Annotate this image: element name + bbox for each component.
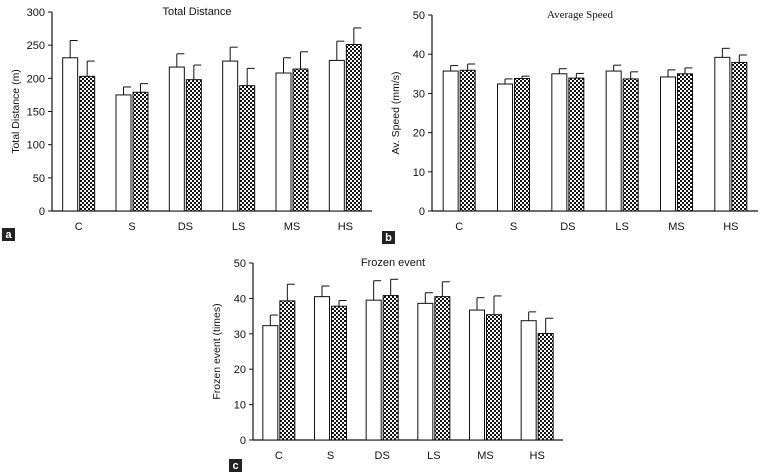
bar-ls-white: [417, 302, 434, 441]
y-tick-label: 0: [39, 206, 45, 218]
x-tick-label: S: [327, 450, 334, 462]
y-axis-title: Frozen event (times): [211, 303, 223, 399]
bar-ms-checkered: [486, 314, 502, 441]
y-axis-title: Av. Speed (mm/s): [390, 71, 402, 154]
bar-hs-checkered: [731, 61, 748, 212]
bar-c-white: [442, 70, 459, 212]
bar-s-checkered: [132, 91, 149, 212]
panel-label-box: [229, 459, 242, 472]
bar-c-white: [262, 325, 279, 441]
bar-ds-white: [365, 299, 382, 441]
y-tick-label: 10: [234, 400, 246, 412]
bar-ls-checkered: [239, 85, 256, 212]
x-tick-label: MS: [477, 450, 494, 462]
bar-ds-checkered: [185, 79, 202, 212]
bar-s-white: [314, 296, 330, 441]
y-tick-label: 250: [27, 40, 45, 52]
bar-ls-white: [605, 70, 622, 212]
bar-ms-white: [469, 309, 485, 441]
average-speed-chart: 0 10 20 30 40 50 Av. Speed (mm/s) Average Speed…: [382, 9, 758, 244]
bar-s-checkered: [514, 78, 530, 212]
x-tick-label: HS: [338, 221, 353, 233]
x-tick-label: HS: [723, 221, 738, 233]
chart-title: Average Speed: [547, 9, 614, 21]
y-tick-label: 0: [419, 206, 425, 218]
x-tick-label: MS: [668, 221, 685, 233]
bar-c-checkered: [279, 300, 296, 441]
total-distance-chart: 0 50 100 150 200 250 300 Total Distance (m) Tota…: [2, 6, 372, 241]
bar-s-white: [115, 94, 132, 212]
x-tick-label: S: [128, 221, 135, 233]
y-tick-label: 150: [27, 107, 45, 119]
x-tick-label: LS: [615, 221, 628, 233]
bar-hs-white: [714, 56, 731, 212]
y-tick-label: 50: [33, 173, 45, 185]
x-tick-label: DS: [178, 221, 193, 233]
panel-label-box: [2, 228, 15, 241]
x-tick-label: DS: [560, 221, 575, 233]
y-tick-label: 40: [234, 293, 246, 305]
y-tick-label: 40: [413, 49, 425, 61]
bar-ds-white: [551, 73, 568, 212]
bar-ds-checkered: [382, 295, 399, 441]
bar-ds-checkered: [568, 77, 585, 212]
bar-hs-checkered: [345, 44, 362, 212]
y-tick-label: 30: [234, 329, 246, 341]
bar-ms-checkered: [677, 73, 693, 212]
x-tick-label: LS: [427, 450, 440, 462]
chart-title: Frozen event: [361, 257, 425, 269]
panel-label: b: [385, 232, 392, 244]
panel-label: c: [232, 460, 238, 472]
y-tick-label: 20: [234, 364, 246, 376]
y-tick-label: 200: [27, 73, 45, 85]
x-tick-label: C: [455, 221, 463, 233]
bar-hs-white: [520, 320, 537, 441]
bar-ms-checkered: [292, 68, 309, 212]
y-tick-label: 100: [27, 140, 45, 152]
bar-ds-white: [168, 66, 185, 212]
bar-ms-white: [660, 76, 676, 212]
bar-ls-checkered: [622, 78, 639, 212]
y-tick-label: 50: [413, 10, 425, 22]
x-tick-label: C: [275, 450, 283, 462]
x-tick-label: MS: [284, 221, 301, 233]
panel-label-box: [382, 231, 395, 244]
bar-c-checkered: [79, 75, 96, 212]
bar-s-white: [497, 83, 513, 212]
frozen-event-chart: 0 10 20 30 40 50 Frozen event (times) Frozen ev…: [211, 257, 563, 472]
panel-label: a: [5, 229, 12, 241]
bar-hs-checkered: [537, 332, 554, 441]
y-tick-label: 10: [413, 167, 425, 179]
y-tick-label: 300: [27, 7, 45, 19]
x-tick-label: HS: [530, 450, 545, 462]
bar-c-checkered: [459, 69, 476, 212]
bar-ls-checkered: [434, 296, 451, 441]
bar-s-checkered: [331, 305, 347, 441]
chart-title: Total Distance: [162, 6, 231, 18]
x-tick-label: C: [75, 221, 83, 233]
bar-ls-white: [222, 60, 239, 212]
y-tick-label: 30: [413, 88, 425, 100]
x-tick-label: DS: [375, 450, 390, 462]
y-tick-label: 50: [234, 258, 246, 270]
bar-c-white: [62, 57, 79, 212]
bar-ms-white: [275, 72, 292, 212]
x-tick-label: LS: [232, 221, 245, 233]
y-tick-label: 20: [413, 128, 425, 140]
y-tick-label: 0: [240, 435, 246, 447]
x-tick-label: S: [510, 221, 517, 233]
y-axis-title: Total Distance (m): [10, 69, 22, 154]
bar-hs-white: [328, 59, 345, 212]
